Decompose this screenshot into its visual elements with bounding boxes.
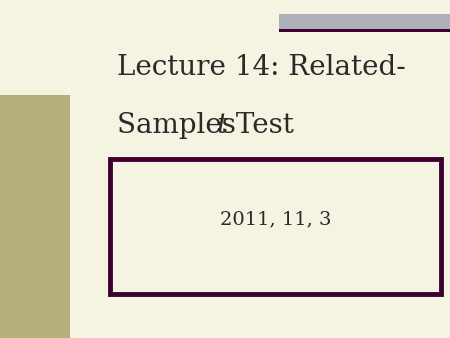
Text: Samples: Samples [117,112,245,139]
Text: t: t [217,112,228,139]
Text: 2011, 11, 3: 2011, 11, 3 [220,211,331,229]
Bar [0,95,70,338]
Bar [279,29,450,32]
Bar [110,159,441,294]
Bar [279,14,450,32]
Text: Test: Test [227,112,294,139]
Text: Lecture 14: Related-: Lecture 14: Related- [117,54,406,81]
